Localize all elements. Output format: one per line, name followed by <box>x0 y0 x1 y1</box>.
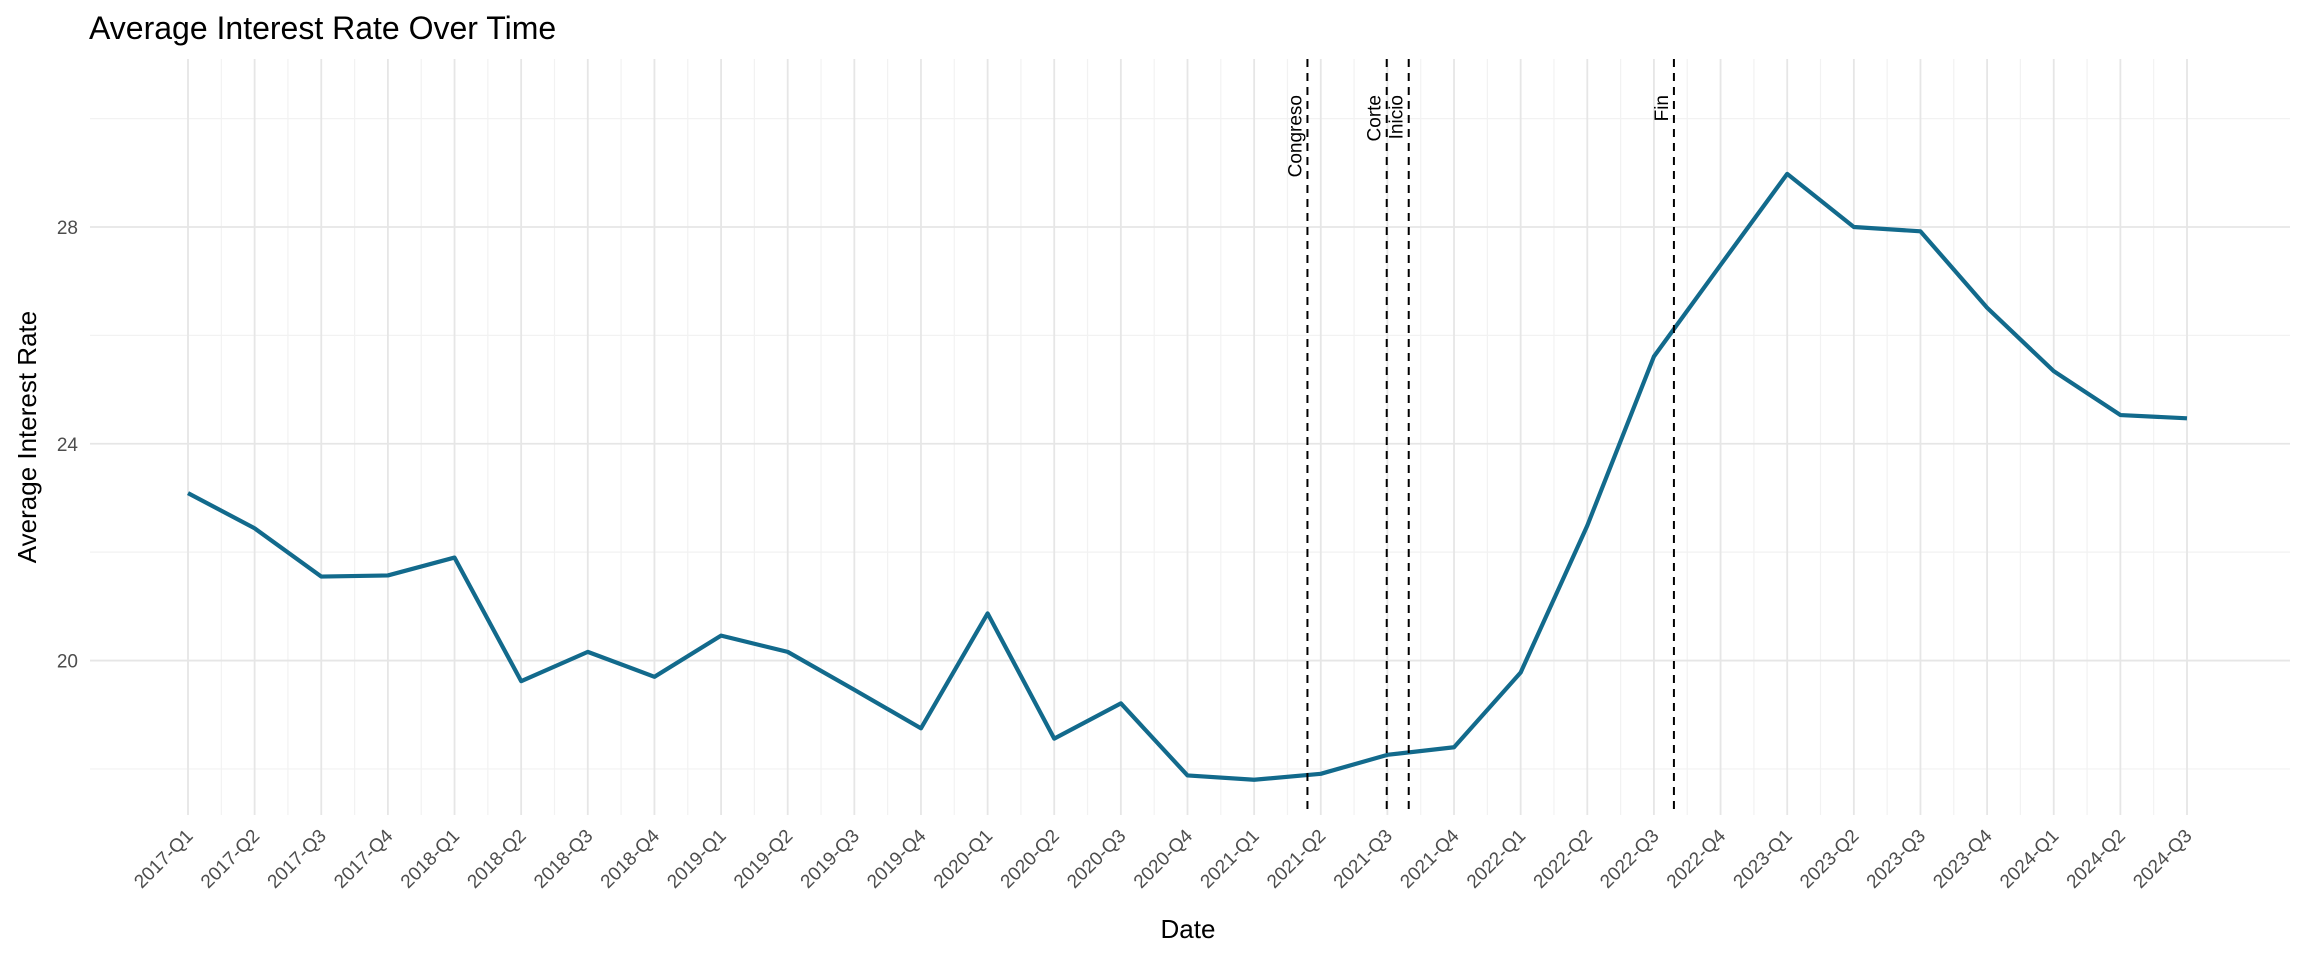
x-tick-label: 2023-Q4 <box>1929 825 1996 892</box>
x-tick-label: 2024-Q2 <box>2063 826 2130 893</box>
y-tick-label: 20 <box>57 652 78 673</box>
x-tick-label: 2022-Q2 <box>1530 826 1597 893</box>
x-tick-label: 2022-Q1 <box>1463 826 1530 893</box>
x-tick-label: 2024-Q3 <box>2129 826 2196 893</box>
x-tick-label: 2023-Q2 <box>1796 826 1863 893</box>
x-tick-label: 2017-Q4 <box>330 825 397 892</box>
chart-title: Average Interest Rate Over Time <box>89 10 556 46</box>
event-label: Congreso <box>1285 95 1306 177</box>
x-tick-label: 2021-Q4 <box>1396 825 1463 892</box>
x-axis-title: Date <box>1161 914 1216 944</box>
x-tick-label: 2019-Q3 <box>797 826 864 893</box>
x-tick-label: 2017-Q1 <box>130 826 197 893</box>
x-tick-label: 2023-Q1 <box>1730 826 1797 893</box>
x-tick-label: 2021-Q2 <box>1263 826 1330 893</box>
x-tick-label: 2018-Q2 <box>464 826 531 893</box>
x-tick-label: 2022-Q3 <box>1596 826 1663 893</box>
x-tick-label: 2018-Q3 <box>530 826 597 893</box>
x-tick-label: 2020-Q3 <box>1063 826 1130 893</box>
x-tick-label: 2020-Q4 <box>1130 825 1197 892</box>
y-axis-title: Average Interest Rate <box>12 311 42 563</box>
x-tick-label: 2021-Q3 <box>1330 826 1397 893</box>
x-tick-label: 2019-Q1 <box>663 826 730 893</box>
line-series <box>187 171 2188 782</box>
x-tick-label: 2017-Q2 <box>197 826 264 893</box>
x-tick-label: 2021-Q1 <box>1197 826 1264 893</box>
y-tick-label: 28 <box>57 218 78 239</box>
x-tick-label: 2017-Q3 <box>264 826 331 893</box>
event-label: Fin <box>1652 95 1673 121</box>
x-tick-label: 2018-Q4 <box>597 825 664 892</box>
x-tick-label: 2022-Q4 <box>1663 825 1730 892</box>
x-tick-label: 2019-Q2 <box>730 826 797 893</box>
x-tick-label: 2023-Q3 <box>1863 826 1930 893</box>
x-tick-label: 2019-Q4 <box>863 825 930 892</box>
x-tick-label: 2018-Q1 <box>397 826 464 893</box>
y-tick-label: 24 <box>57 435 79 456</box>
event-label: Corte <box>1365 95 1386 141</box>
event-label: Inicio <box>1387 95 1408 139</box>
x-tick-label: 2024-Q1 <box>1996 826 2063 893</box>
x-tick-label: 2020-Q2 <box>997 826 1064 893</box>
x-tick-label: 2020-Q1 <box>930 826 997 893</box>
